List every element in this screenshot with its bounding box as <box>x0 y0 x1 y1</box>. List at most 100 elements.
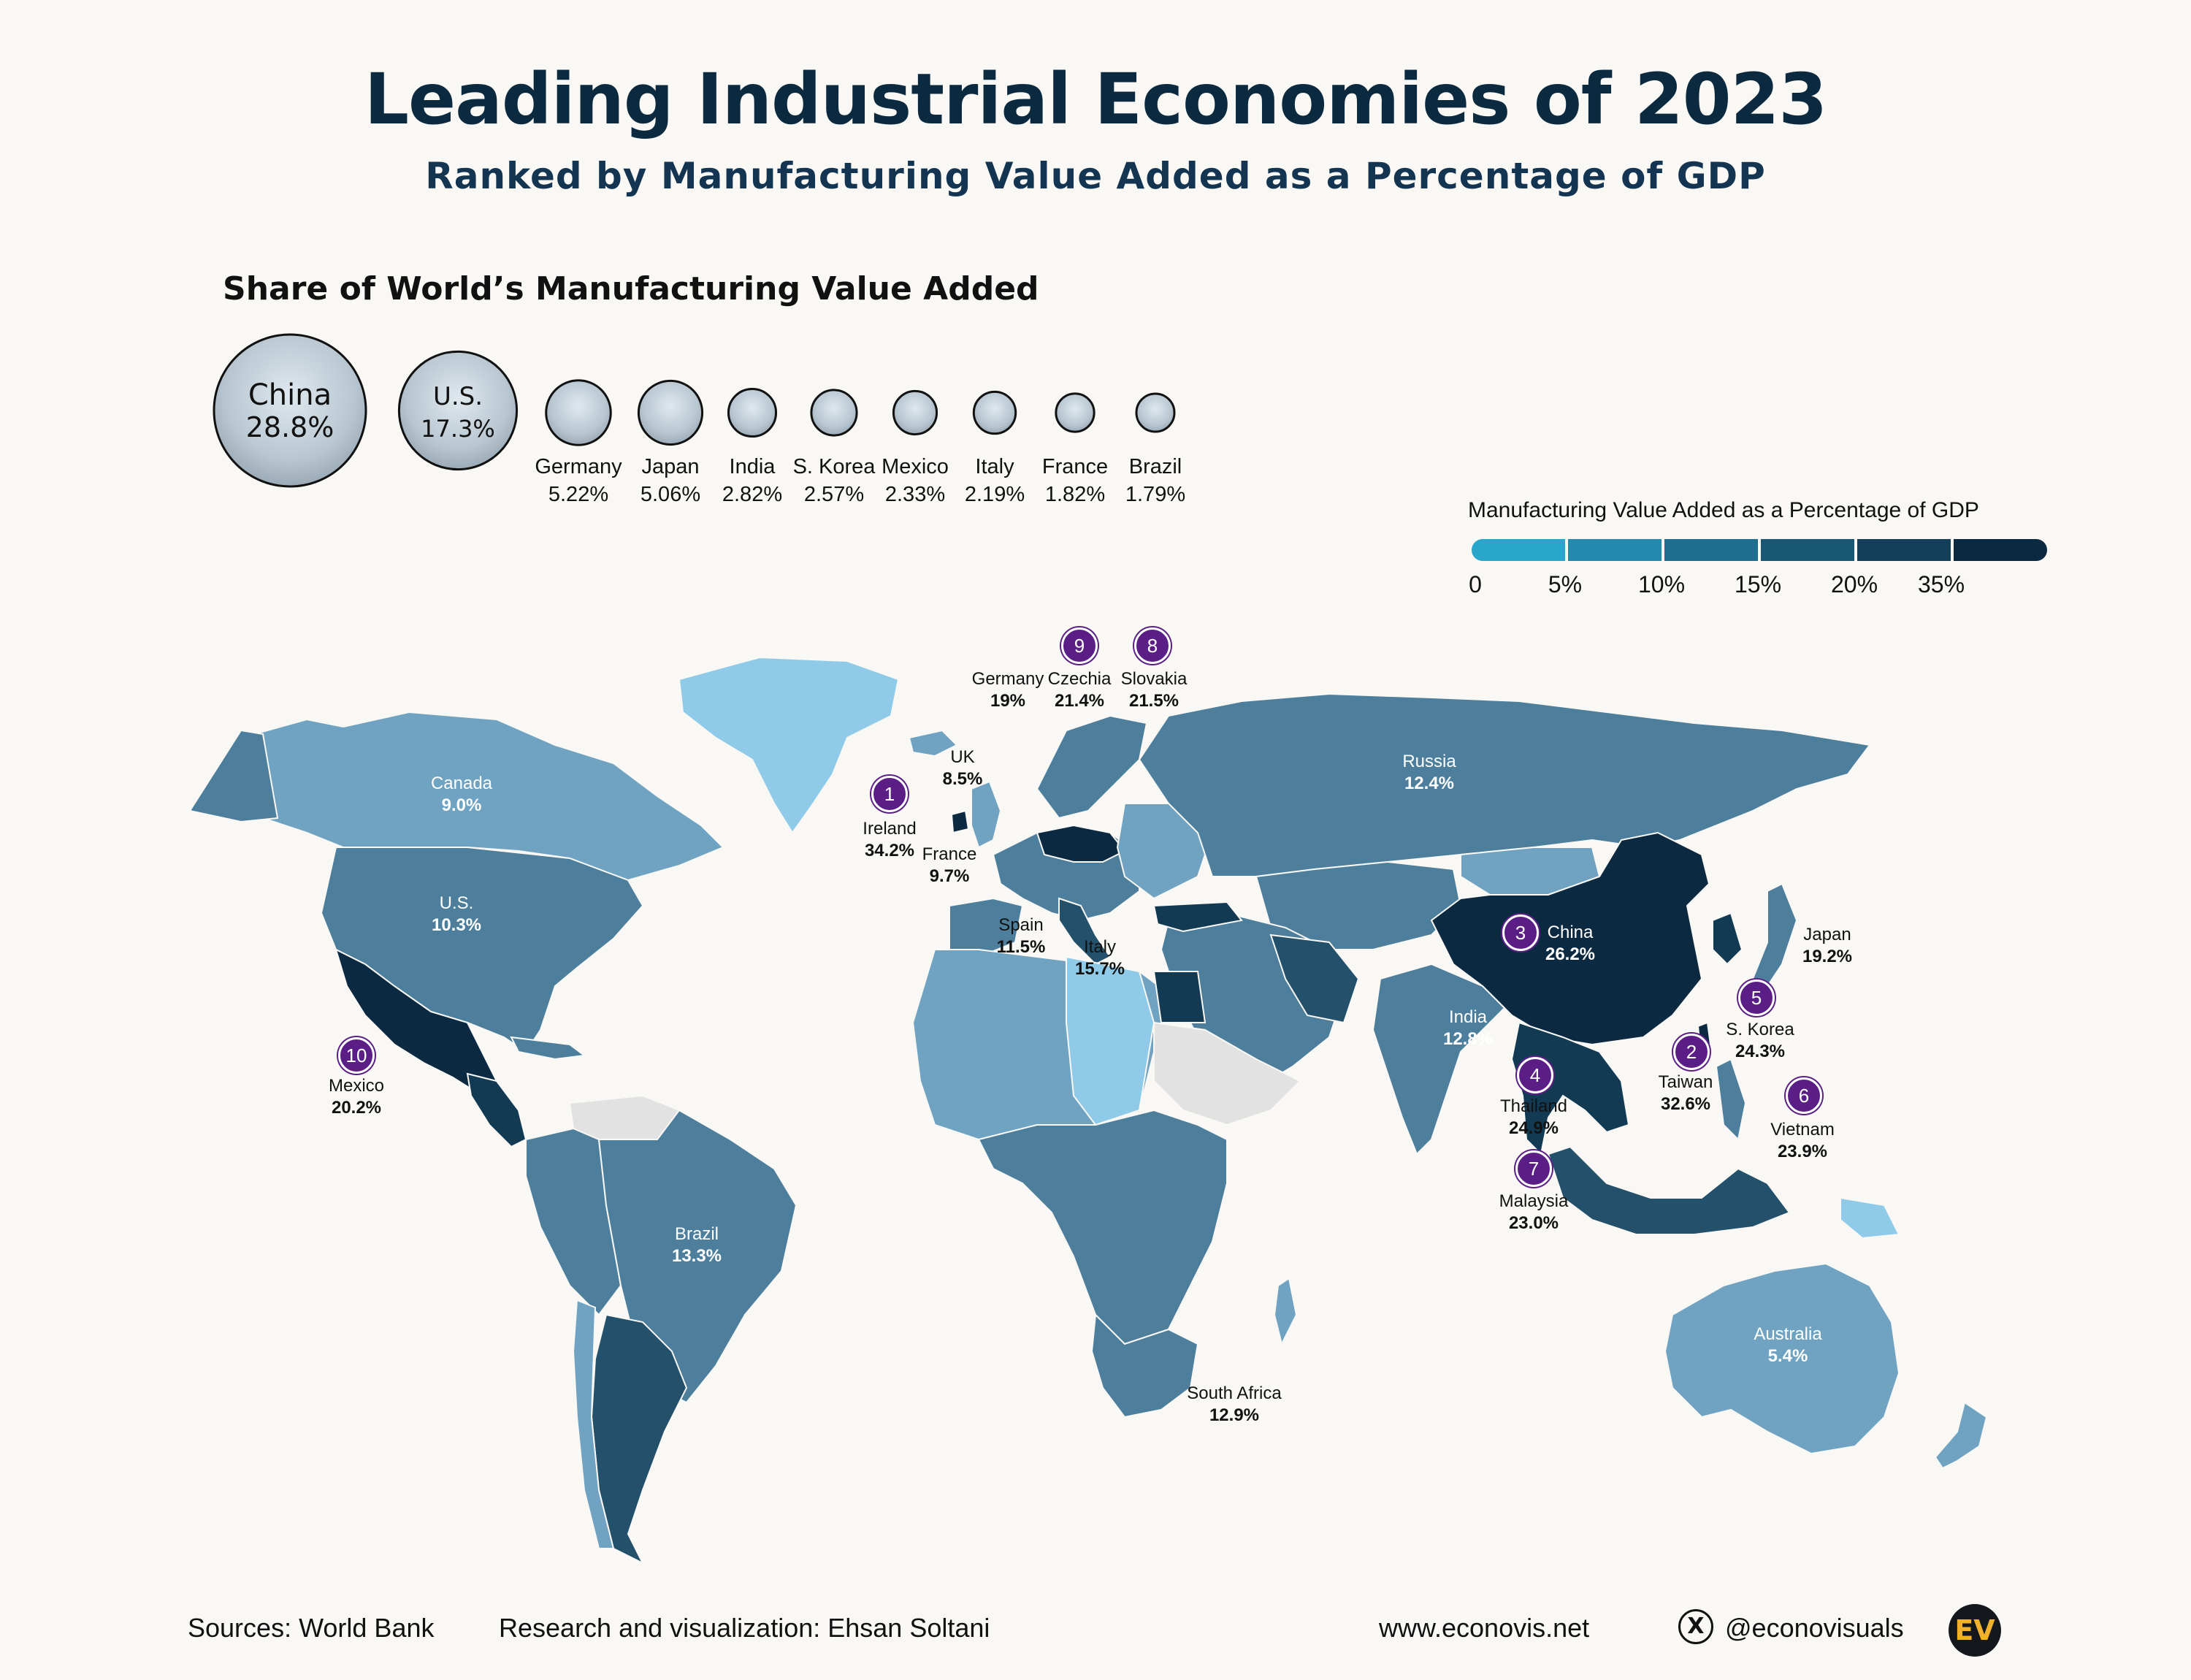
x-logo-icon[interactable]: X <box>1678 1609 1713 1644</box>
country-label-czechia: Czechia 21.4% <box>1048 668 1112 712</box>
rank-badge: 7 <box>1515 1150 1552 1187</box>
country-value: 24.3% <box>1735 1042 1786 1061</box>
country-value: 8.5% <box>942 769 983 789</box>
region-madagascar <box>1273 1277 1298 1346</box>
social-handle[interactable]: @econovisuals <box>1725 1613 1904 1643</box>
country-label-india: India 12.8% <box>1443 1007 1493 1050</box>
source-note: Sources: World Bank <box>188 1613 435 1643</box>
rank-badge: 3 <box>1502 915 1539 951</box>
legend-swatch <box>1472 539 1565 561</box>
country-name: Canada <box>430 774 493 793</box>
page-subtitle: Ranked by Manufacturing Value Added as a… <box>425 155 1766 197</box>
country-label-ireland: Ireland 34.2% <box>863 818 916 862</box>
country-value: 5.4% <box>1767 1346 1808 1366</box>
country-label-s-korea: S. Korea 24.3% <box>1726 1019 1794 1063</box>
country-value: 19% <box>990 691 1026 711</box>
country-label-australia: Australia 5.4% <box>1754 1324 1821 1367</box>
country-label-canada: Canada 9.0% <box>431 773 492 817</box>
legend-swatch <box>1761 539 1854 561</box>
country-name: China <box>1547 923 1594 942</box>
region-central-europe <box>1036 824 1126 863</box>
country-label-france: France 9.7% <box>922 844 977 887</box>
legend-tick-label: 0 <box>1469 571 1482 597</box>
region-malaysia-indonesia <box>1547 1145 1791 1235</box>
region-west-south-america <box>525 1127 622 1316</box>
country-value: 9.0% <box>441 795 482 815</box>
country-name: India <box>1448 1007 1488 1027</box>
website-link[interactable]: www.econovis.net <box>1379 1613 1590 1643</box>
bubble-chart-heading: Share of World’s Manufacturing Value Add… <box>223 270 1039 308</box>
legend-tick-label: 5% <box>1548 571 1583 597</box>
country-value: 34.2% <box>864 841 915 860</box>
legend-title: Manufacturing Value Added as a Percentag… <box>1468 498 1979 522</box>
country-label-slovakia: Slovakia 21.5% <box>1121 668 1188 712</box>
country-label-italy: Italy 15.7% <box>1075 936 1125 980</box>
ev-logo: EV <box>1949 1604 2001 1657</box>
country-name: Thailand <box>1499 1096 1568 1116</box>
region-png <box>1840 1196 1900 1240</box>
country-label-south-africa: South Africa 12.9% <box>1187 1383 1281 1427</box>
legend-tick-label: 10% <box>1637 571 1686 597</box>
region-libya-sudan <box>1066 955 1155 1126</box>
region-southern-africa <box>1090 1313 1199 1419</box>
legend-color-bar <box>1472 539 2047 561</box>
country-name: Vietnam <box>1770 1120 1835 1139</box>
country-label-brazil: Brazil 13.3% <box>672 1223 722 1267</box>
region-iran <box>1269 933 1360 1024</box>
legend-tick-label: 20% <box>1830 571 1878 597</box>
country-name: Mexico <box>328 1076 385 1096</box>
country-label-vietnam: Vietnam 23.9% <box>1770 1119 1835 1163</box>
legend-swatch <box>1857 539 1951 561</box>
country-name: Germany <box>971 669 1044 689</box>
legend-tick-label: 15% <box>1734 571 1782 597</box>
country-label-russia: Russia 12.4% <box>1402 751 1456 795</box>
country-name: Brazil <box>674 1224 719 1244</box>
country-value: 13.3% <box>671 1246 722 1266</box>
country-label-thailand: Thailand 24.9% <box>1500 1096 1567 1139</box>
country-label-japan: Japan 19.2% <box>1802 924 1852 968</box>
region-australia <box>1664 1262 1900 1455</box>
country-value: 20.2% <box>331 1098 382 1118</box>
country-name: Slovakia <box>1120 669 1188 689</box>
country-label-taiwan: Taiwan 32.6% <box>1659 1072 1713 1115</box>
rank-badge: 8 <box>1134 627 1171 664</box>
country-value: 23.0% <box>1508 1213 1559 1233</box>
country-value: 10.3% <box>431 915 482 935</box>
region-egypt <box>1152 971 1207 1023</box>
region-new-zealand <box>1934 1401 1988 1470</box>
country-value: 12.4% <box>1404 774 1455 793</box>
country-name: Malaysia <box>1499 1191 1569 1211</box>
legend-tick-label: 35% <box>1917 571 1965 597</box>
region-uk <box>971 780 1002 849</box>
country-name: Ireland <box>863 819 917 839</box>
region-southeast-asia <box>1510 1021 1630 1156</box>
country-value: 11.5% <box>996 937 1046 957</box>
country-name: France <box>922 844 977 864</box>
country-name: Russia <box>1402 752 1456 771</box>
region-alaska <box>188 729 279 823</box>
country-name: South Africa <box>1187 1383 1282 1403</box>
country-value: 24.9% <box>1508 1118 1559 1138</box>
country-label-uk: UK 8.5% <box>943 747 983 790</box>
rank-badge: 10 <box>338 1037 375 1074</box>
region-central-america <box>466 1072 527 1148</box>
country-value: 12.8% <box>1442 1029 1494 1049</box>
country-name: Taiwan <box>1658 1072 1713 1092</box>
region-korea <box>1712 912 1743 966</box>
region-ireland <box>950 809 970 834</box>
country-name: Czechia <box>1047 669 1112 689</box>
country-name: UK <box>950 747 975 767</box>
region-india <box>1372 963 1506 1156</box>
legend-swatch <box>1954 539 2047 561</box>
legend-swatch <box>1568 539 1662 561</box>
region-iceland <box>908 729 958 757</box>
country-name: U.S. <box>439 893 474 913</box>
country-value: 21.5% <box>1128 691 1179 711</box>
rank-badge: 4 <box>1517 1057 1553 1093</box>
country-label-u-s-: U.S. 10.3% <box>432 893 481 936</box>
country-label-malaysia: Malaysia 23.0% <box>1499 1191 1569 1234</box>
rank-badge: 2 <box>1673 1034 1710 1070</box>
country-value: 12.9% <box>1209 1405 1260 1425</box>
